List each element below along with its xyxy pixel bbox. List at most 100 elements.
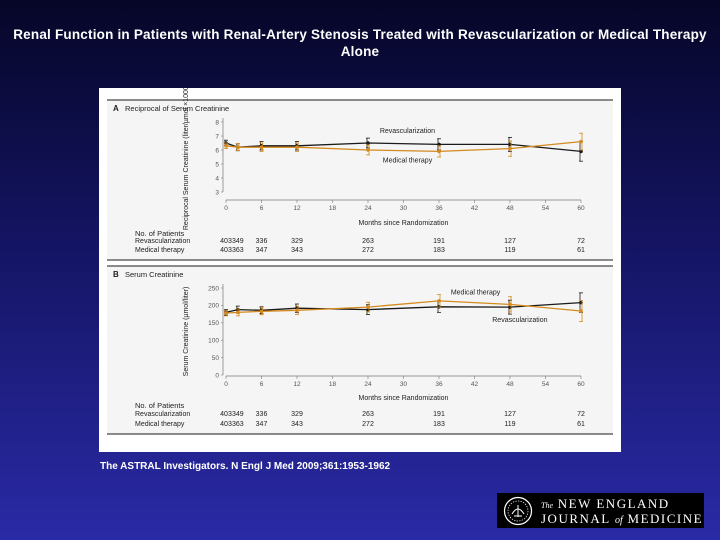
panel-b-y-tick-label: 100 [208,338,219,345]
panel-b-medical-therapy-point [259,309,264,314]
panel-a-patients-count: 349 [232,238,244,245]
panel-b-medical-therapy-point [236,310,240,315]
panel-b-patients-count: 272 [362,421,374,428]
panel-b-x-tick-label: 48 [506,381,514,388]
panel-a-revascularization-point [366,141,370,145]
panel-b-x-tick-label: 60 [577,381,585,388]
panel-a-background [107,100,613,260]
panel-b-patients-count: 329 [291,411,303,418]
panel-b-medical-therapy-point [224,311,228,315]
panel-b-x-tick-label: 0 [224,381,228,388]
panel-b-x-tick-label: 36 [435,381,443,388]
panel-a-annotation-1: Medical therapy [383,158,433,165]
panel-a-x-tick-label: 36 [435,205,443,212]
panel-a-x-tick-label: 30 [400,205,408,212]
panel-b-x-tick-label: 24 [364,381,372,388]
panel-b-patients-header: No. of Patients [135,401,184,410]
panel-a-patients-count: 403 [220,238,232,245]
panel-b-y-tick-label: 50 [212,355,220,362]
panel-a-medical-therapy-point [236,145,240,149]
panel-b-patients-count: 191 [433,411,445,418]
panel-a-y-tick-label: 5 [215,161,219,168]
figure-chart: A Reciprocal of Serum Creatinine 3 4 5 6 7 8 Rec… [107,88,613,435]
panel-a-medical-therapy-line [225,140,582,153]
panel-a-patients-count: 61 [577,247,585,254]
panel-b-patients-count: 61 [577,421,585,428]
panel-a-y-tick-label: 7 [215,133,219,140]
panel-a-x-tick-label: 24 [364,205,372,212]
nejm-title-line2: JOURNAL of MEDICINE [541,511,703,527]
panel-a-label: A [113,104,119,113]
nejm-of: of [615,515,623,526]
citation: The ASTRAL Investigators. N Engl J Med 2… [100,461,391,472]
panel-a-patients-count: 343 [291,247,303,254]
panel-b-annotation-0: Medical therapy [451,289,501,296]
panel-b-patients-count: 119 [504,421,515,428]
panel-a-patients-count: 336 [256,238,268,245]
panel-a-patients-count: 403 [220,247,232,254]
panel-b-title: Serum Creatinine [125,270,183,279]
panel-a-medical-therapy-point [508,146,512,151]
panel-b-patients-count: 403 [220,421,232,428]
panel-a-x-tick-label: 18 [329,205,337,212]
panel-b-patients-count: 127 [504,411,516,418]
panel-b-label: B [113,270,119,279]
panel-a-x-axis-label: Months since Randomization [359,220,449,227]
nejm-medicine: MEDICINE [627,511,704,526]
panel-b-medical-therapy-point [437,299,441,303]
panel-b-x-tick-label: 30 [400,381,408,388]
panel-b-patients-count: 263 [362,411,374,418]
panel-b-patients-count: 183 [433,421,445,428]
panel-b-patients-count: 336 [256,411,268,418]
panel-b-background [107,266,613,434]
panel-b-x-tick-label: 12 [293,381,301,388]
nejm-new-england: NEW ENGLAND [557,496,670,511]
panel-a-y-tick-label: 8 [215,119,219,126]
nejm-journal: JOURNAL [541,511,611,526]
panel-b-y-tick-label: 0 [215,372,219,379]
panel-a-title: Reciprocal of Serum Creatinine [125,104,229,113]
panel-a-y-tick-label: 3 [215,189,219,196]
panel-a-x-tick-label: 6 [260,205,264,212]
panel-b-x-tick-label: 6 [260,381,264,388]
panel-a-medical-therapy-point [295,145,299,149]
panel-b-x-tick-label: 42 [471,381,479,388]
panel-b-y-tick-label: 150 [208,320,219,327]
panel-b-patients-count: 343 [291,421,303,428]
panel-a-y-axis-label: Reciprocal Serum Creatinine (liter/µmol … [183,88,190,230]
panel-a-x-tick-label: 60 [577,205,585,212]
panel-a-annotation-0: Revascularization [380,128,435,135]
panel-a-patients-count: 347 [256,247,268,254]
panel-a-patients-count: 363 [232,247,244,254]
panel-a-x-tick-label: 12 [293,205,301,212]
panel-b-patients-count: 72 [577,411,585,418]
panel-b-y-tick-label: 200 [208,303,219,310]
panel-a-patients-count: 119 [504,247,515,254]
panel-b-patients-count: 347 [256,421,268,428]
nejm-title-line1: The NEW ENGLAND [541,496,670,512]
panel-b-medical-therapy-line [225,300,582,314]
panel-a-x-tick-label: 48 [506,205,514,212]
panel-a-x-tick-label: 54 [542,205,550,212]
panel-a-patients-count: 263 [362,238,374,245]
panel-a-patients-row-label: Medical therapy [135,247,185,254]
panel-b-patients-count: 403 [220,411,232,418]
panel-a-x-tick-label: 42 [471,205,479,212]
panel-b-patients-count: 349 [232,411,244,418]
panel-b-y-axis-label: Serum Creatinine (µmol/liter) [183,287,190,377]
panel-b-medical-therapy-point [366,305,370,309]
panel-b-patients-row-label: Revascularization [135,411,190,418]
panel-a-medical-therapy-point [224,144,228,148]
panel-a-patients-count: 72 [577,238,585,245]
panel-a-patients-row-label: Revascularization [135,238,190,245]
nejm-seal-icon [503,496,533,526]
figure-panel: A Reciprocal of Serum Creatinine 3 4 5 6 7 8 Rec… [99,88,621,452]
panel-b-patients-count: 363 [232,421,244,428]
panel-a-patients-header: No. of Patients [135,229,184,238]
panel-b-patients-row-label: Medical therapy [135,421,185,428]
panel-a-medical-therapy-point [366,148,370,152]
panel-a-patients-count: 127 [504,238,516,245]
slide-title: Renal Function in Patients with Renal-Ar… [13,27,707,59]
panel-b-medical-therapy-point [508,302,512,307]
panel-a-patients-count: 191 [433,238,445,245]
